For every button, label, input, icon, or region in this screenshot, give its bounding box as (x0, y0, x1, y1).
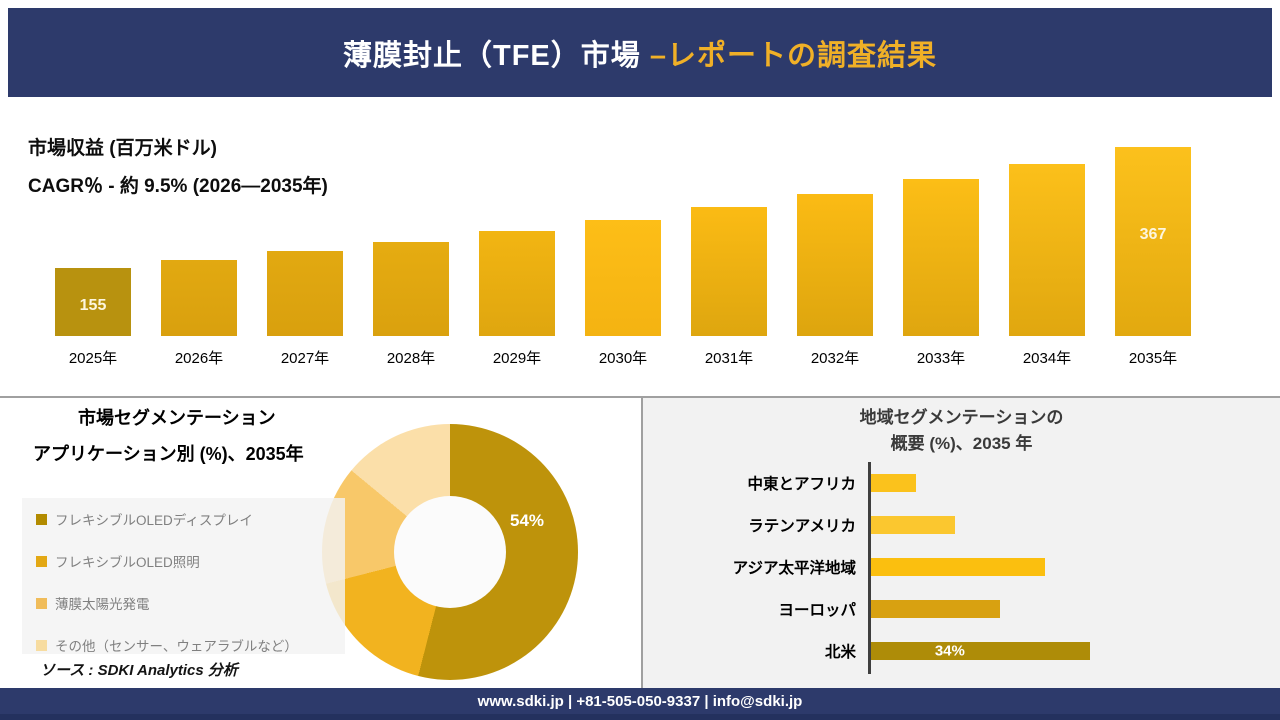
region-bar-2 (871, 516, 955, 534)
legend-label: フレキシブルOLED照明 (55, 555, 200, 570)
legend-swatch-icon (36, 639, 47, 651)
region-title: 地域セグメンテーションの 概要 (%)、2035 年 (643, 398, 1280, 457)
region-bar-3 (871, 558, 1045, 576)
year-axis-label: 2032年 (810, 350, 860, 367)
region-row: アジア太平洋地域 (643, 546, 1280, 588)
page-title-main: 薄膜封止（TFE）市場 (343, 39, 650, 72)
revenue-bar-2026年 (161, 260, 237, 336)
region-row: ヨーロッパ (643, 588, 1280, 630)
revenue-bar-2032年 (797, 194, 873, 336)
footer-contact-text: www.sdki.jp | +81-505-050-9337 | info@sd… (477, 692, 803, 710)
region-bar-1 (871, 474, 916, 492)
segmentation-title: 市場セグメンテーション (78, 408, 276, 428)
region-row: 中東とアフリカ (643, 462, 1280, 504)
year-axis-label: 2028年 (386, 350, 436, 367)
region-value-label: 34% (934, 642, 965, 660)
revenue-bar-2025年: 155 (55, 268, 131, 336)
year-axis-label: 2025年 (68, 350, 118, 367)
year-axis-label: 2027年 (280, 350, 330, 367)
horizontal-divider (0, 396, 1280, 398)
region-label: アジア太平洋地域 (732, 560, 856, 577)
page-title-accent: –レポートの調査結果 (649, 39, 937, 72)
legend-swatch-icon (36, 513, 47, 525)
footer-bar: www.sdki.jp | +81-505-050-9337 | info@sd… (0, 688, 1280, 720)
vertical-divider (641, 397, 643, 688)
header-banner: 薄膜封止（TFE）市場 –レポートの調査結果 (8, 8, 1272, 97)
year-axis-label: 2035年 (1128, 350, 1178, 367)
bar-value-label: 155 (79, 296, 107, 314)
year-axis-label: 2026年 (174, 350, 224, 367)
legend-label: フレキシブルOLEDディスプレイ (55, 513, 253, 528)
region-label: 中東とアフリカ (747, 476, 856, 493)
revenue-bar-2035年: 367 (1115, 147, 1191, 336)
region-bar-chart: 中東とアフリカ ラテンアメリカアジア太平洋地域ヨーロッパ北米 34% (643, 462, 1280, 672)
revenue-bar-2027年 (267, 251, 343, 336)
region-title-line1: 地域セグメンテーションの (859, 408, 1064, 427)
revenue-bar-2029年 (479, 231, 555, 336)
donut-hole (394, 496, 506, 608)
region-title-line2: 概要 (%)、2035 年 (890, 434, 1033, 453)
legend-box (22, 498, 345, 654)
revenue-bar-chart: 155 367 (55, 146, 1191, 336)
legend-item: その他（センサー、ウェアラブルなど） (36, 624, 298, 666)
region-bar-5: 34% (871, 642, 1090, 660)
legend-item: フレキシブルOLEDディスプレイ (36, 498, 298, 540)
year-axis-label: 2029年 (492, 350, 542, 367)
bar-value-label: 367 (1139, 226, 1167, 244)
donut-value-label: 54% (510, 511, 545, 530)
source-note: ソース : SDKI Analytics 分析 (40, 662, 238, 679)
region-bar-4 (871, 600, 1000, 618)
cagr-label: CAGR％ - 約 9.5% (2026―2035年) (28, 176, 328, 197)
year-axis-label: 2033年 (916, 350, 966, 367)
revenue-metric-label: 市場収益 (百万米ドル) (28, 138, 217, 159)
revenue-bar-2030年 (585, 220, 661, 336)
legend-label: その他（センサー、ウェアラブルなど） (55, 639, 298, 654)
year-axis-label: 2030年 (598, 350, 648, 367)
revenue-bar-2031年 (691, 207, 767, 336)
segmentation-subtitle: アプリケーション別 (%)、2035年 (33, 444, 304, 464)
legend-label: 薄膜太陽光発電 (55, 597, 150, 612)
legend-item: 薄膜太陽光発電 (36, 582, 298, 624)
region-label: ヨーロッパ (778, 602, 856, 619)
region-label: 北米 (824, 644, 856, 661)
region-label: ラテンアメリカ (748, 518, 856, 535)
region-axis-line (868, 462, 871, 674)
legend-swatch-icon (36, 597, 47, 609)
donut-chart: 54% (322, 424, 578, 680)
page-title: 薄膜封止（TFE）市場 –レポートの調査結果 (343, 32, 937, 74)
legend-swatch-icon (36, 555, 47, 567)
donut-legend: フレキシブルOLEDディスプレイ フレキシブルOLED照明 薄膜太陽光発電その他（セ… (36, 498, 298, 666)
revenue-bar-2028年 (373, 242, 449, 336)
region-panel: 地域セグメンテーションの 概要 (%)、2035 年 中東とアフリカ ラテンアメリ… (643, 398, 1280, 688)
revenue-year-axis: 2025年 2026年 2027年 2028年 2029年 2030年 2031年 2032年… (55, 347, 1191, 368)
region-row: 北米 34% (643, 630, 1280, 672)
region-row: ラテンアメリカ (643, 504, 1280, 546)
revenue-bar-2033年 (903, 179, 979, 336)
year-axis-label: 2031年 (704, 350, 754, 367)
legend-item: フレキシブルOLED照明 (36, 540, 298, 582)
revenue-bar-2034年 (1009, 164, 1085, 336)
year-axis-label: 2034年 (1022, 350, 1072, 367)
